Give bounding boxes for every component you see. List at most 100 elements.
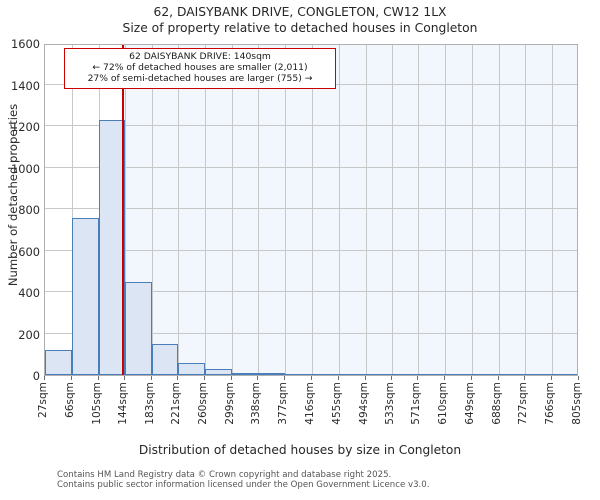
gridline-x-455	[338, 45, 340, 375]
histogram-bar	[45, 350, 72, 375]
x-axis-label: Distribution of detached houses by size …	[138, 443, 462, 457]
gridline-y-400	[45, 291, 577, 292]
x-tick-label: 66sqm	[63, 382, 76, 419]
x-tick-mark	[124, 376, 126, 380]
x-tick-mark	[151, 376, 153, 380]
histogram-bar	[152, 343, 179, 375]
y-tick-label: 1000	[11, 161, 40, 176]
y-tick-label: 0	[32, 369, 40, 383]
x-tick-label: 416sqm	[304, 382, 316, 425]
gridline-x-66	[71, 45, 73, 375]
x-tick-mark	[44, 376, 45, 380]
gridline-y-200	[45, 332, 577, 334]
histogram-bar	[552, 374, 577, 375]
histogram-bar	[231, 372, 259, 375]
x-tick-mark	[337, 376, 339, 380]
histogram-bar	[178, 362, 205, 375]
x-tick-mark	[203, 376, 205, 380]
y-tick-label: 1400	[11, 78, 40, 93]
histogram-bar	[365, 374, 393, 375]
gridline-x-183	[152, 45, 154, 375]
x-tick-mark	[284, 376, 286, 380]
shaded-region-larger	[122, 45, 577, 375]
histogram-bar	[418, 374, 446, 375]
property-marker-line	[121, 45, 124, 375]
x-tick-label: 183sqm	[144, 382, 157, 425]
gridline-x-260	[204, 45, 206, 375]
x-tick-mark	[578, 376, 579, 380]
gridline-x-571	[418, 45, 420, 375]
gridline-x-610	[445, 45, 447, 375]
x-tick-label: 766sqm	[544, 382, 557, 425]
gridline-x-144	[125, 45, 127, 375]
x-tick-label: 610sqm	[437, 382, 450, 425]
histogram-bar	[445, 374, 472, 375]
x-tick-label: 649sqm	[463, 382, 476, 425]
histogram-bar	[98, 119, 126, 375]
annotation-line-2: ← 72% of detached houses are smaller (2,…	[92, 62, 308, 74]
x-tick-mark	[257, 376, 259, 380]
gridline-y-800	[45, 208, 577, 209]
x-tick-mark	[497, 376, 499, 380]
y-tick-label: 600	[18, 244, 40, 259]
gridline-x-494	[365, 45, 367, 375]
gridline-x-533	[392, 45, 394, 375]
x-tick-label: 105sqm	[90, 382, 103, 425]
histogram-bar	[285, 374, 312, 375]
x-tick-mark	[417, 376, 419, 380]
histogram-bar	[498, 374, 526, 375]
histogram-bar	[338, 374, 366, 375]
gridline-x-377	[285, 45, 287, 375]
annotation-line-1: 62 DAISYBANK DRIVE: 140sqm	[129, 51, 271, 62]
histogram-bar	[204, 368, 232, 375]
page-title: 62, DAISYBANK DRIVE, CONGLETON, CW12 1LX	[153, 5, 447, 19]
x-tick-mark	[311, 376, 312, 380]
gridline-x-766	[552, 45, 554, 375]
gridline-y-600	[45, 249, 577, 251]
histogram-bar	[392, 374, 419, 375]
x-tick-mark	[97, 376, 99, 380]
x-tick-label: 571sqm	[410, 382, 423, 425]
gridline-x-688	[498, 45, 500, 375]
footer-line-1: Contains HM Land Registry data © Crown c…	[57, 470, 392, 480]
x-tick-label: 144sqm	[117, 382, 130, 425]
gridline-x-338	[258, 45, 260, 375]
histogram-bar	[258, 373, 286, 375]
x-tick-mark	[70, 376, 72, 380]
y-tick-label: 1200	[11, 120, 40, 134]
x-tick-label: 688sqm	[490, 382, 503, 425]
x-tick-label: 455sqm	[330, 382, 343, 425]
gridline-x-221	[178, 45, 180, 375]
chart-subtitle: Size of property relative to detached ho…	[122, 21, 478, 35]
gridline-y-1000	[45, 166, 577, 168]
y-tick-label: 1600	[11, 37, 40, 51]
histogram-bar	[312, 374, 339, 375]
y-tick-label: 400	[18, 286, 40, 300]
x-tick-label: 27sqm	[37, 382, 49, 419]
x-tick-mark	[524, 376, 526, 380]
histogram-bar	[125, 282, 153, 375]
x-tick-label: 377sqm	[277, 382, 290, 425]
x-tick-label: 338sqm	[250, 382, 263, 425]
gridline-x-649	[471, 45, 473, 375]
histogram-bar	[471, 374, 499, 375]
gridline-x-416	[312, 45, 313, 375]
x-tick-mark	[391, 376, 393, 380]
x-tick-mark	[444, 376, 446, 380]
x-tick-mark	[364, 376, 366, 380]
chart-title-block: 62, DAISYBANK DRIVE, CONGLETON, CW12 1LX…	[0, 4, 600, 36]
x-tick-label: 221sqm	[170, 382, 183, 425]
gridline-x-727	[525, 45, 527, 375]
x-tick-mark	[230, 376, 232, 380]
gridline-x-299	[231, 45, 233, 375]
y-tick-label: 200	[18, 327, 40, 342]
annotation-line-3: 27% of semi-detached houses are larger (…	[87, 73, 313, 85]
x-tick-label: 805sqm	[571, 382, 583, 425]
y-tick-label: 800	[18, 203, 40, 217]
x-tick-mark	[177, 376, 179, 380]
property-annotation-box: 62 DAISYBANK DRIVE: 140sqm ← 72% of deta…	[64, 48, 336, 89]
x-tick-label: 533sqm	[384, 382, 397, 425]
x-tick-label: 727sqm	[517, 382, 530, 425]
x-tick-label: 494sqm	[357, 382, 370, 425]
